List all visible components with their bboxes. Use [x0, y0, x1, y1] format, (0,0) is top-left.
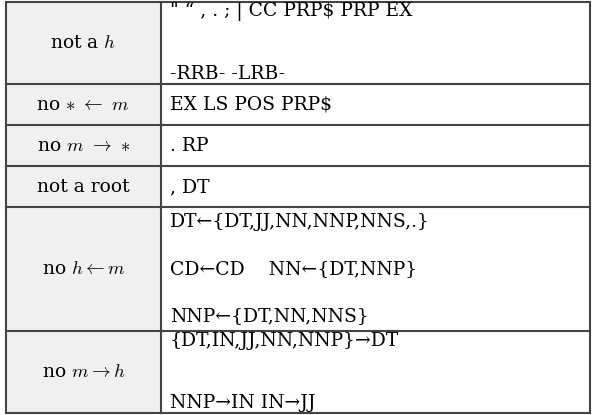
Text: not a $h$: not a $h$	[50, 34, 116, 52]
Bar	[6, 125, 161, 166]
Text: no $m$ $\rightarrow$ $*$: no $m$ $\rightarrow$ $*$	[37, 137, 130, 155]
Bar	[161, 208, 590, 331]
Text: . RP: . RP	[170, 137, 208, 155]
Text: no $h$$\leftarrow$$m$: no $h$$\leftarrow$$m$	[42, 260, 125, 278]
Bar	[6, 84, 161, 125]
Text: NNP→IN IN→JJ: NNP→IN IN→JJ	[170, 394, 315, 412]
Bar	[161, 84, 590, 125]
Text: CD←CD    NN←{DT,NNP}: CD←CD NN←{DT,NNP}	[170, 260, 417, 278]
Text: {DT,IN,JJ,NN,NNP}→DT: {DT,IN,JJ,NN,NNP}→DT	[170, 332, 399, 349]
Bar	[6, 208, 161, 331]
Text: DT←{DT,JJ,NN,NNP,NNS,.}: DT←{DT,JJ,NN,NNP,NNS,.}	[170, 213, 430, 231]
Bar	[6, 331, 161, 413]
Text: EX LS POS PRP$: EX LS POS PRP$	[170, 96, 332, 114]
Text: no $*$ $\leftarrow$ $m$: no $*$ $\leftarrow$ $m$	[36, 96, 131, 114]
Text: NNP←{DT,NN,NNS}: NNP←{DT,NN,NNS}	[170, 307, 368, 325]
Text: no $m$$\rightarrow$$h$: no $m$$\rightarrow$$h$	[42, 363, 125, 381]
Bar	[161, 331, 590, 413]
Bar	[6, 166, 161, 208]
Text: not a root: not a root	[37, 178, 130, 196]
Text: -RRB- -LRB-: -RRB- -LRB-	[170, 66, 285, 83]
Text: , DT: , DT	[170, 178, 209, 196]
Bar	[6, 2, 161, 84]
Bar	[161, 125, 590, 166]
Text: " “ , . ; | CC PRP$ PRP EX: " “ , . ; | CC PRP$ PRP EX	[170, 2, 412, 22]
Bar	[161, 2, 590, 84]
Bar	[161, 166, 590, 208]
